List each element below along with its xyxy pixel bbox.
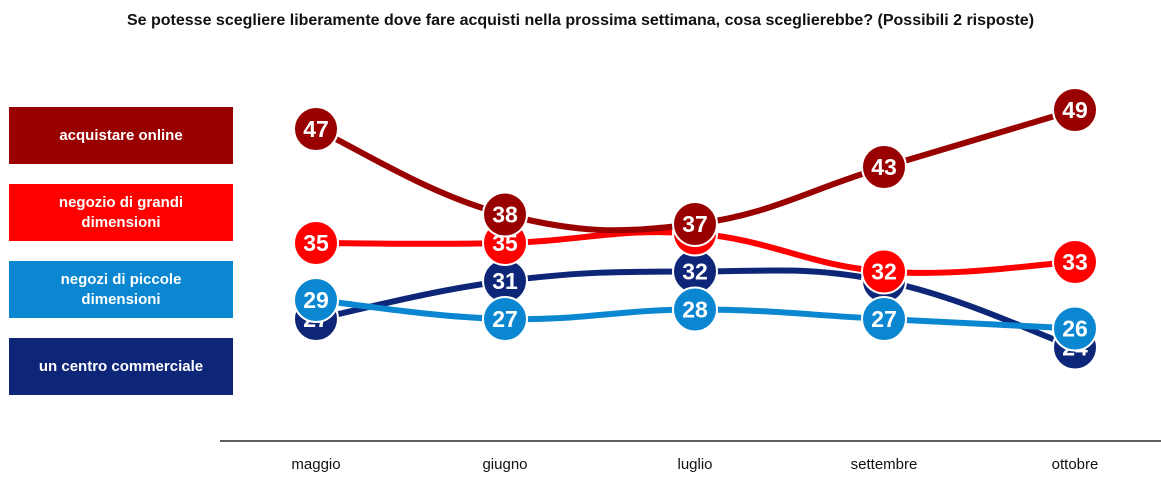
data-label: 49 [1062, 97, 1088, 123]
x-axis-ticks: maggio giugno luglio settembre ottobre [291, 456, 1098, 473]
data-label: 32 [871, 259, 897, 285]
data-label: 31 [492, 268, 518, 294]
data-label: 26 [1062, 316, 1088, 342]
data-points: 2731323124292728272635353632334738374349 [293, 87, 1098, 371]
data-point [293, 277, 339, 323]
x-tick-label: luglio [677, 456, 712, 473]
x-tick-label: giugno [482, 456, 527, 473]
data-label: 43 [871, 154, 897, 180]
legend-item-small-store: negozi di piccole dimensioni [9, 261, 233, 318]
data-point [482, 191, 528, 238]
chart-title: Se potesse scegliere liberamente dove fa… [126, 12, 1035, 29]
data-label: 29 [303, 287, 329, 313]
data-point [293, 220, 339, 266]
data-label: 47 [303, 116, 329, 142]
legend-item-online: acquistare online [9, 107, 233, 164]
data-label: 27 [871, 306, 897, 332]
legend-label: un centro commerciale [38, 357, 204, 375]
data-point [1052, 239, 1098, 285]
x-tick-label: ottobre [1052, 456, 1099, 473]
data-point [672, 201, 718, 247]
data-label: 27 [492, 306, 518, 332]
x-tick-label: settembre [851, 456, 918, 473]
legend-item-mall: un centro commerciale [9, 338, 233, 395]
legend-item-large-store: negozio di grandi dimensioni [9, 184, 233, 241]
data-point [1052, 305, 1098, 352]
data-point [861, 248, 907, 295]
data-point [672, 286, 718, 333]
data-label: 38 [492, 202, 518, 228]
data-label: 28 [682, 297, 708, 323]
data-point [293, 106, 339, 152]
data-point [482, 296, 528, 342]
data-label: 37 [682, 211, 708, 237]
legend-label: negozio di grandi dimensioni [58, 193, 184, 231]
legend-label: negozi di piccole dimensioni [60, 270, 182, 308]
x-tick-label: maggio [291, 456, 340, 473]
data-point [1052, 87, 1098, 133]
data-label: 32 [682, 259, 708, 285]
data-label: 35 [303, 230, 329, 256]
data-point [861, 296, 907, 342]
legend-label: acquistare online [59, 126, 183, 144]
data-point [861, 144, 907, 190]
data-label: 33 [1062, 249, 1088, 275]
